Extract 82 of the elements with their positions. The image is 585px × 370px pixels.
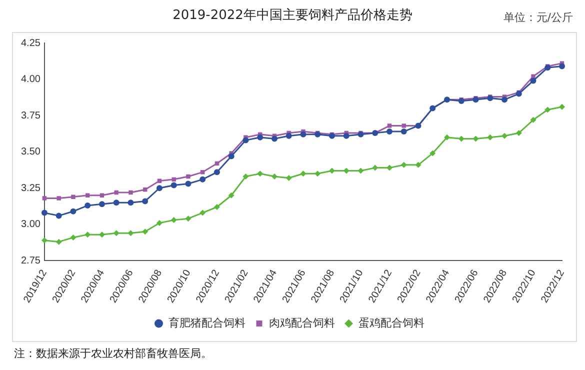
point (228, 192, 234, 198)
point (472, 96, 479, 103)
point (84, 202, 91, 209)
point (559, 63, 565, 70)
y-tick-label: 2.75 (20, 255, 41, 266)
point (516, 90, 522, 97)
point (200, 176, 206, 182)
text: 注：数据来源于农业农村部畜牧兽医局。 (14, 346, 212, 361)
point (530, 78, 536, 84)
point (544, 64, 551, 71)
point (242, 174, 249, 180)
point (200, 210, 206, 216)
point (444, 134, 450, 140)
y-tick-label: 4.25 (20, 38, 41, 49)
point (142, 228, 148, 235)
point (286, 132, 292, 139)
point (387, 124, 392, 128)
point (56, 196, 61, 200)
point (170, 182, 177, 188)
point (257, 134, 264, 140)
point (544, 106, 551, 113)
point (128, 230, 134, 236)
legend-label: 育肥猪配合饲料 (168, 316, 246, 330)
point (487, 95, 494, 102)
point (228, 153, 234, 160)
point (271, 174, 278, 180)
point (214, 169, 220, 176)
point (271, 136, 278, 142)
point (328, 168, 335, 174)
y-tick-label: 3.00 (20, 219, 41, 230)
point (286, 174, 292, 181)
point (458, 98, 464, 104)
point (530, 116, 536, 123)
point (343, 132, 350, 139)
point (402, 124, 406, 128)
point (300, 131, 306, 138)
point (156, 220, 162, 226)
point (42, 196, 47, 200)
point (458, 136, 464, 142)
point (185, 216, 192, 222)
point (70, 234, 76, 240)
point (70, 208, 76, 214)
point (430, 150, 436, 156)
point (128, 200, 134, 206)
point (56, 238, 62, 245)
point (386, 128, 392, 135)
point (487, 134, 494, 140)
point (172, 177, 176, 182)
chart-subtitle: 单位：元/公斤 (503, 10, 573, 25)
point (41, 210, 48, 216)
legend-label: 蛋鸡配合饲料 (358, 316, 424, 330)
point (113, 230, 120, 236)
point (71, 194, 76, 199)
chart-title: 2019-2022年中国主要饲料产品价格走势 (172, 8, 412, 23)
point (170, 217, 177, 224)
y-tick-label: 3.25 (20, 182, 41, 194)
point (186, 174, 190, 179)
point (314, 170, 321, 177)
point (214, 204, 220, 210)
y-tick-label: 3.50 (20, 146, 41, 158)
point (559, 104, 565, 110)
point (300, 170, 306, 177)
y-tick-label: 4.00 (20, 74, 41, 86)
point (56, 212, 62, 219)
point (156, 185, 162, 192)
point (242, 137, 249, 144)
point (185, 180, 192, 187)
point (113, 200, 120, 206)
point (257, 170, 264, 177)
point (128, 190, 133, 195)
point (98, 201, 105, 208)
point (516, 130, 522, 136)
point (400, 128, 407, 135)
point (142, 198, 148, 204)
legend-label: 肉鸡配合饲料 (268, 316, 335, 330)
point (415, 162, 422, 168)
point (400, 162, 407, 168)
point (41, 237, 48, 244)
point (200, 170, 205, 174)
point (114, 190, 118, 195)
y-tick-label: 3.75 (20, 110, 41, 122)
point (501, 96, 508, 103)
